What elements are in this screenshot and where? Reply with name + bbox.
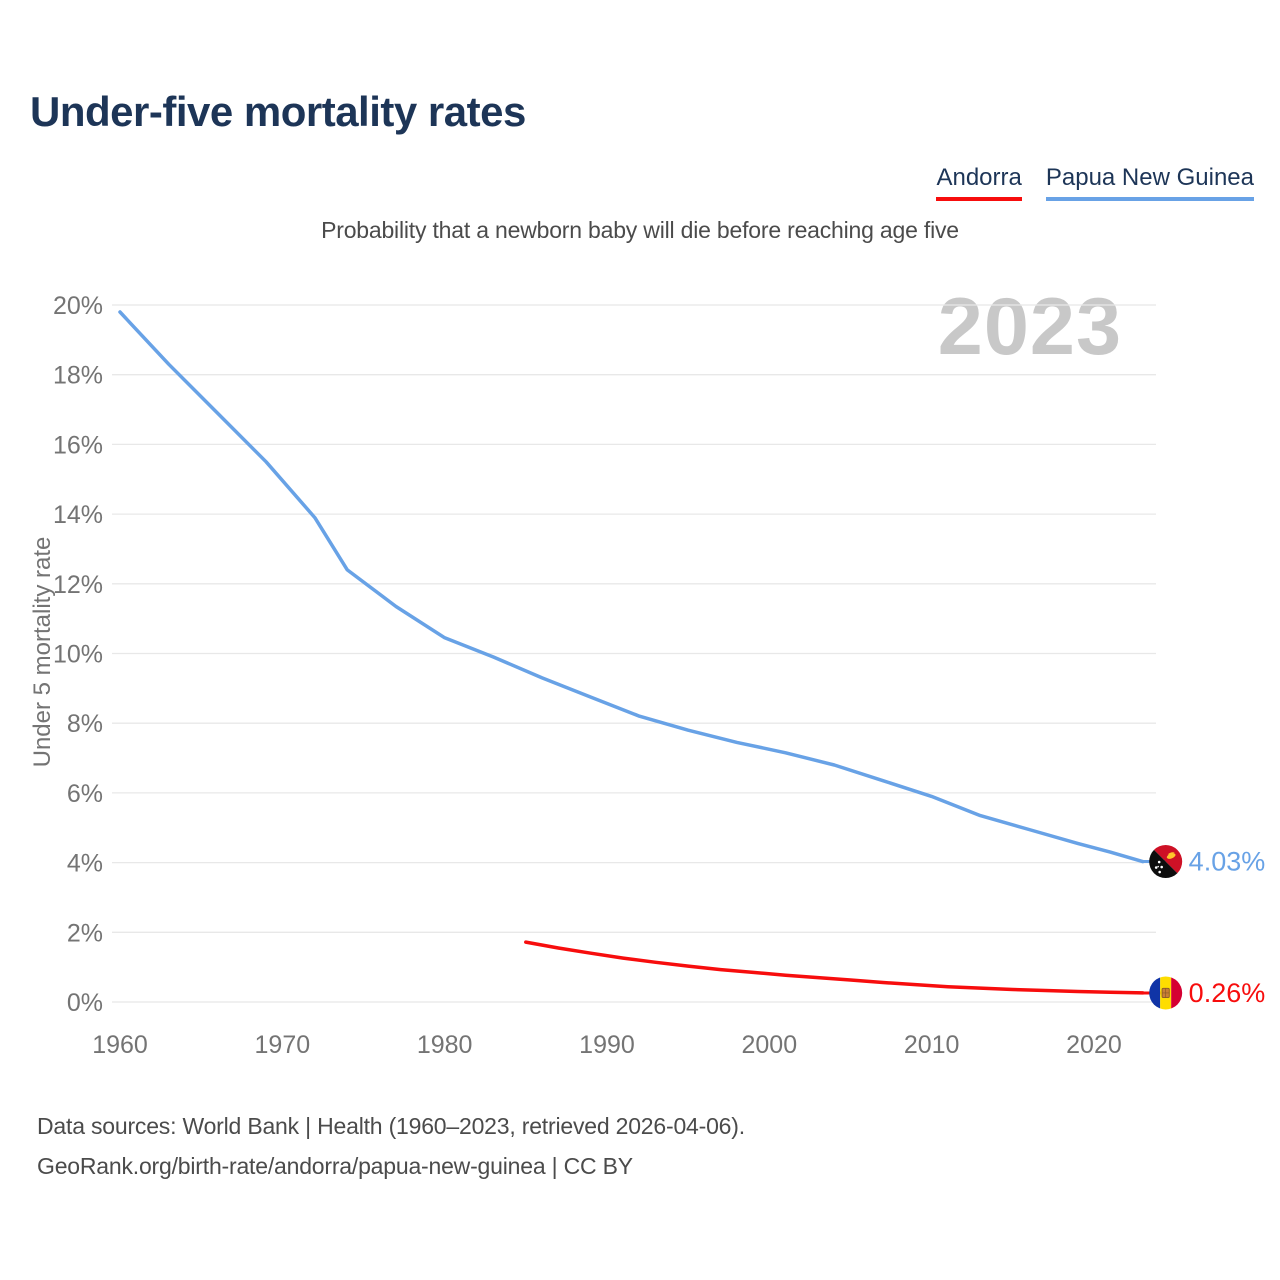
andorra-flag-icon xyxy=(1149,976,1183,1010)
y-tick-label: 14% xyxy=(53,501,103,529)
x-tick-label: 2020 xyxy=(1066,1031,1122,1059)
year-watermark: 2023 xyxy=(937,282,1122,372)
y-tick-label: 0% xyxy=(67,989,103,1017)
y-tick-label: 18% xyxy=(53,362,103,390)
x-tick-label: 1980 xyxy=(417,1031,473,1059)
y-tick-label: 12% xyxy=(53,571,103,599)
page-title: Under-five mortality rates xyxy=(30,88,526,135)
footer: Data sources: World Bank | Health (1960–… xyxy=(37,1106,745,1186)
y-tick-label: 6% xyxy=(67,780,103,808)
y-tick-label: 20% xyxy=(53,292,103,320)
x-tick-label: 1990 xyxy=(579,1031,635,1059)
y-tick-label: 4% xyxy=(67,850,103,878)
y-axis-labels: 0% 2% 4% 6% 8% 10% 12% 14% 16% 18% 20% xyxy=(53,292,103,1017)
y-tick-label: 8% xyxy=(67,710,103,738)
legend: Andorra Papua New Guinea xyxy=(936,164,1254,201)
legend-item-andorra[interactable]: Andorra xyxy=(936,164,1022,201)
andorra-line[interactable] xyxy=(524,940,1145,995)
y-tick-label: 10% xyxy=(53,641,103,669)
papua-new-guinea-line[interactable] xyxy=(118,310,1145,864)
y-tick-label: 16% xyxy=(53,431,103,459)
y-tick-label: 2% xyxy=(67,919,103,947)
chart-subtitle: Probability that a newborn baby will die… xyxy=(321,217,959,243)
x-tick-label: 1970 xyxy=(255,1031,311,1059)
attribution-line: GeoRank.org/birth-rate/andorra/papua-new… xyxy=(37,1153,633,1179)
data-sources-line: Data sources: World Bank | Health (1960–… xyxy=(37,1113,745,1139)
papua-new-guinea-flag-icon xyxy=(1149,845,1183,879)
gridlines xyxy=(112,304,1156,1003)
andorra-value-label: 0.26% xyxy=(1189,978,1266,1008)
x-tick-label: 2000 xyxy=(742,1031,798,1059)
papua-new-guinea-value-label: 4.03% xyxy=(1189,847,1266,877)
x-axis-labels: 1960 1970 1980 1990 2000 2010 2020 xyxy=(92,1031,1122,1059)
x-tick-label: 1960 xyxy=(92,1031,148,1059)
y-axis-title: Under 5 mortality rate xyxy=(29,537,56,768)
x-tick-label: 2010 xyxy=(904,1031,960,1059)
legend-item-papua-new-guinea[interactable]: Papua New Guinea xyxy=(1045,164,1254,201)
